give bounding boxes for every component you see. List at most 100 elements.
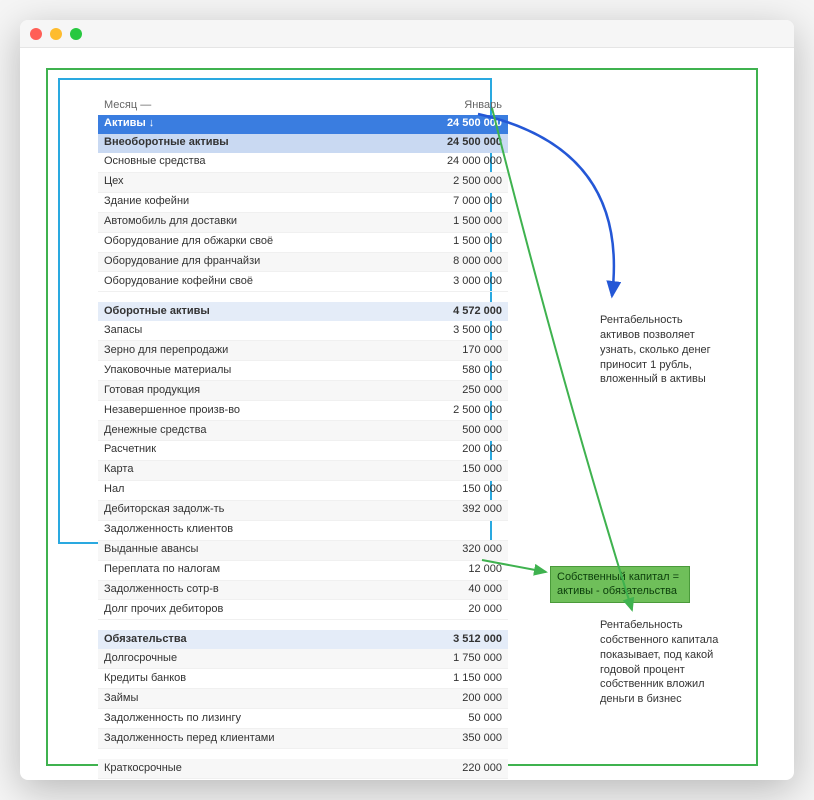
table-row: Внеоборотные активы24 500 000 xyxy=(98,134,508,153)
row-label: Автомобиль для доставки xyxy=(104,214,453,230)
table-row: Зерно для перепродажи170 000 xyxy=(98,341,508,361)
row-label: Оборудование для обжарки своё xyxy=(104,234,453,250)
table-row: Задолженность по лизингу50 000 xyxy=(98,709,508,729)
row-label: Задолженность сотр-в xyxy=(104,582,468,598)
row-label: Основные средства xyxy=(104,154,447,170)
row-label: Долг прочих дебиторов xyxy=(104,602,468,618)
table-row: Кредиты банков1 150 000 xyxy=(98,669,508,689)
row-label: Краткосрочные xyxy=(104,761,462,777)
table-row: Оборотные активы4 572 000 xyxy=(98,302,508,321)
balance-table: Месяц — Январь Активы ↓24 500 000Внеобор… xyxy=(98,96,508,780)
row-label: Зерно для перепродажи xyxy=(104,343,462,359)
row-value: 250 000 xyxy=(462,383,502,399)
row-label: Займы xyxy=(104,691,462,707)
row-value: 3 500 000 xyxy=(453,323,502,339)
table-row: Оборудование для обжарки своё1 500 000 xyxy=(98,233,508,253)
row-label: Незавершенное произв-во xyxy=(104,403,453,419)
table-row: Задолженность перед клиентами350 000 xyxy=(98,729,508,749)
row-value: 12 000 xyxy=(468,562,502,578)
window-minimize-button[interactable] xyxy=(50,28,62,40)
table-row: Оборудование для франчайзи8 000 000 xyxy=(98,253,508,273)
table-row: Дебиторская задолж-ть392 000 xyxy=(98,501,508,521)
table-row: Обязательства3 512 000 xyxy=(98,630,508,649)
row-value: 150 000 xyxy=(462,462,502,478)
row-label: Готовая продукция xyxy=(104,383,462,399)
table-row: Долгосрочные1 750 000 xyxy=(98,649,508,669)
row-label: Оборудование для франчайзи xyxy=(104,254,453,270)
row-value: 500 000 xyxy=(462,423,502,439)
table-row: Выданные авансы320 000 xyxy=(98,541,508,561)
row-value: 24 000 000 xyxy=(447,154,502,170)
row-label: Задолженность перед клиентами xyxy=(104,731,462,747)
row-value: 1 150 000 xyxy=(453,671,502,687)
table-row: Оборудование кофейни своё3 000 000 xyxy=(98,272,508,292)
month-label: Месяц — xyxy=(104,98,464,114)
table-row: Денежные средства500 000 xyxy=(98,421,508,441)
row-label: Обязательства xyxy=(104,632,453,648)
row-value: 200 000 xyxy=(462,442,502,458)
annotation-roe: Рентабельность собственного капитала пок… xyxy=(600,618,720,707)
row-value: 2 500 000 xyxy=(453,403,502,419)
table-row: Готовая продукция250 000 xyxy=(98,381,508,401)
table-row: Активы ↓24 500 000 xyxy=(98,115,508,134)
row-value: 350 000 xyxy=(462,731,502,747)
row-value: 4 572 000 xyxy=(453,304,502,320)
row-label: Долгосрочные xyxy=(104,651,453,667)
table-row: Основные средства24 000 000 xyxy=(98,153,508,173)
row-label: Выданные авансы xyxy=(104,542,462,558)
row-value: 24 500 000 xyxy=(447,116,502,132)
row-label: Кредиты банков xyxy=(104,671,453,687)
row-value: 200 000 xyxy=(462,691,502,707)
row-label: Задолженность по лизингу xyxy=(104,711,468,727)
table-row: Переплата по налогам12 000 xyxy=(98,561,508,581)
row-label: Переплата по налогам xyxy=(104,562,468,578)
row-label: Дебиторская задолж-ть xyxy=(104,502,462,518)
annotation-roa: Рентабельность активов позволяет узнать,… xyxy=(600,313,720,387)
row-value: 392 000 xyxy=(462,502,502,518)
row-label: Расчетник xyxy=(104,442,462,458)
table-row: Задолженность сотр-в40 000 xyxy=(98,581,508,601)
table-row: Запасы3 500 000 xyxy=(98,321,508,341)
month-value: Январь xyxy=(464,98,502,114)
row-label: Внеоборотные активы xyxy=(104,135,447,151)
table-row: Цех2 500 000 xyxy=(98,173,508,193)
row-value: 1 500 000 xyxy=(453,234,502,250)
row-value: 2 500 000 xyxy=(453,174,502,190)
row-spacer xyxy=(98,749,508,759)
row-value: 150 000 xyxy=(462,482,502,498)
row-label: Цех xyxy=(104,174,453,190)
table-row: Расчетник200 000 xyxy=(98,441,508,461)
window-zoom-button[interactable] xyxy=(70,28,82,40)
row-value: 3 000 000 xyxy=(453,274,502,290)
row-value: 3 512 000 xyxy=(453,632,502,648)
table-header-row: Месяц — Январь xyxy=(98,96,508,115)
table-row: Займы200 000 xyxy=(98,689,508,709)
row-value: 40 000 xyxy=(468,582,502,598)
row-value: 7 000 000 xyxy=(453,194,502,210)
row-label: Оборудование кофейни своё xyxy=(104,274,453,290)
row-value: 580 000 xyxy=(462,363,502,379)
window-close-button[interactable] xyxy=(30,28,42,40)
row-value: 170 000 xyxy=(462,343,502,359)
row-value: 20 000 xyxy=(468,602,502,618)
table-row: Нал150 000 xyxy=(98,481,508,501)
table-row: Здание кофейни7 000 000 xyxy=(98,193,508,213)
row-value: 24 500 000 xyxy=(447,135,502,151)
table-row: Автомобиль для доставки1 500 000 xyxy=(98,213,508,233)
row-label: Нал xyxy=(104,482,462,498)
row-label: Оборотные активы xyxy=(104,304,453,320)
table-row: Краткосрочные220 000 xyxy=(98,759,508,779)
content-area: Месяц — Январь Активы ↓24 500 000Внеобор… xyxy=(20,48,794,780)
table-row: Задолженность клиентов xyxy=(98,521,508,541)
table-row: Кредиты банков200 000 xyxy=(98,779,508,780)
row-value: 1 500 000 xyxy=(453,214,502,230)
table-row: Карта150 000 xyxy=(98,461,508,481)
row-value: 1 750 000 xyxy=(453,651,502,667)
table-row: Упаковочные материалы580 000 xyxy=(98,361,508,381)
row-value: 220 000 xyxy=(462,761,502,777)
row-value: 320 000 xyxy=(462,542,502,558)
row-label: Денежные средства xyxy=(104,423,462,439)
row-spacer xyxy=(98,620,508,630)
annotation-equity-formula: Собственный капитал = активы - обязатель… xyxy=(550,566,690,603)
row-label: Здание кофейни xyxy=(104,194,453,210)
